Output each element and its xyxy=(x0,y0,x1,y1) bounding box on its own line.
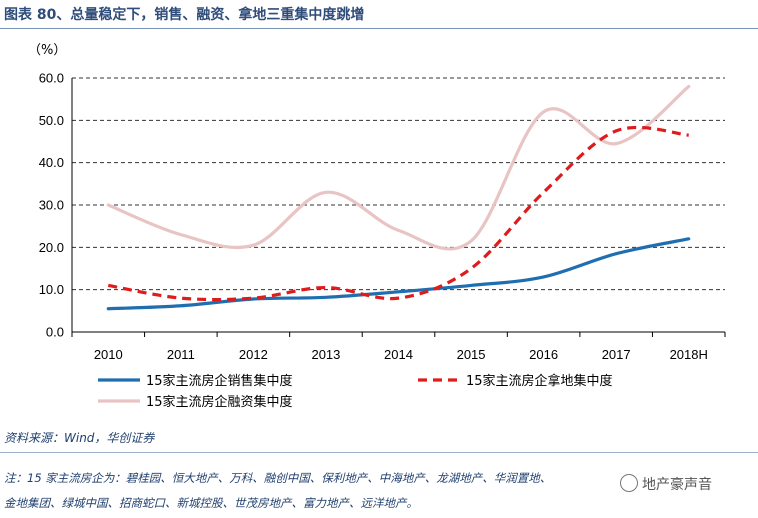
wechat-icon xyxy=(620,474,638,492)
y-tick-label: 40.0 xyxy=(39,155,64,170)
footnote-line-1: 注：15 家主流房企为：碧桂园、恒大地产、万科、融创中国、保利地产、中海地产、龙… xyxy=(4,471,552,485)
watermark-text: 地产豪声音 xyxy=(642,477,712,493)
x-tick-label: 2014 xyxy=(384,347,413,362)
title-divider xyxy=(0,28,758,29)
source-note: 资料来源：Wind，华创证券 xyxy=(4,431,155,445)
legend-label: 15家主流房企融资集中度 xyxy=(146,394,293,410)
y-tick-label: 0.0 xyxy=(46,325,64,340)
x-tick-label: 2012 xyxy=(239,347,268,362)
legend-label: 15家主流房企拿地集中度 xyxy=(466,373,613,389)
y-tick-label: 50.0 xyxy=(39,113,64,128)
y-tick-label: 30.0 xyxy=(39,198,64,213)
x-tick-label: 2018H xyxy=(670,347,708,362)
series-line-2 xyxy=(106,84,691,251)
x-tick-label: 2011 xyxy=(167,347,195,362)
y-tick-label: 10.0 xyxy=(39,282,64,297)
x-tick-label: 2016 xyxy=(529,347,558,362)
y-tick-label: 20.0 xyxy=(39,240,64,255)
y-unit-label: （%） xyxy=(28,43,66,58)
x-tick-label: 2010 xyxy=(94,347,123,362)
chart-title: 图表 80、总量稳定下，销售、融资、拿地三重集中度跳增 xyxy=(4,7,365,23)
x-tick-label: 2017 xyxy=(602,347,631,362)
legend: 15家主流房企销售集中度 15家主流房企拿地集中度 15家主流房企融资集中度 xyxy=(98,373,613,410)
y-tick-label: 60.0 xyxy=(39,71,64,86)
footer-divider xyxy=(0,452,758,453)
legend-label: 15家主流房企销售集中度 xyxy=(146,373,293,389)
series-layer xyxy=(106,84,691,311)
x-tick-label: 2015 xyxy=(457,347,486,362)
y-axis: 0.0 10.0 20.0 30.0 40.0 50.0 60.0 （%） xyxy=(28,43,73,340)
x-axis: 2010 2011 2012 2013 2014 2015 2016 2017 2018H xyxy=(71,331,726,362)
footnote-line-2: 金地集团、绿城中国、招商蛇口、新城控股、世茂房地产、富力地产、远洋地产。 xyxy=(4,496,418,510)
x-tick-label: 2013 xyxy=(311,347,340,362)
series-line-1 xyxy=(108,125,689,302)
watermark: 地产豪声音 xyxy=(616,473,716,495)
grid-lines xyxy=(72,77,725,291)
line-chart: 0.010.020.030.040.050.060.0（%） 2010 2011 2… xyxy=(28,43,726,410)
